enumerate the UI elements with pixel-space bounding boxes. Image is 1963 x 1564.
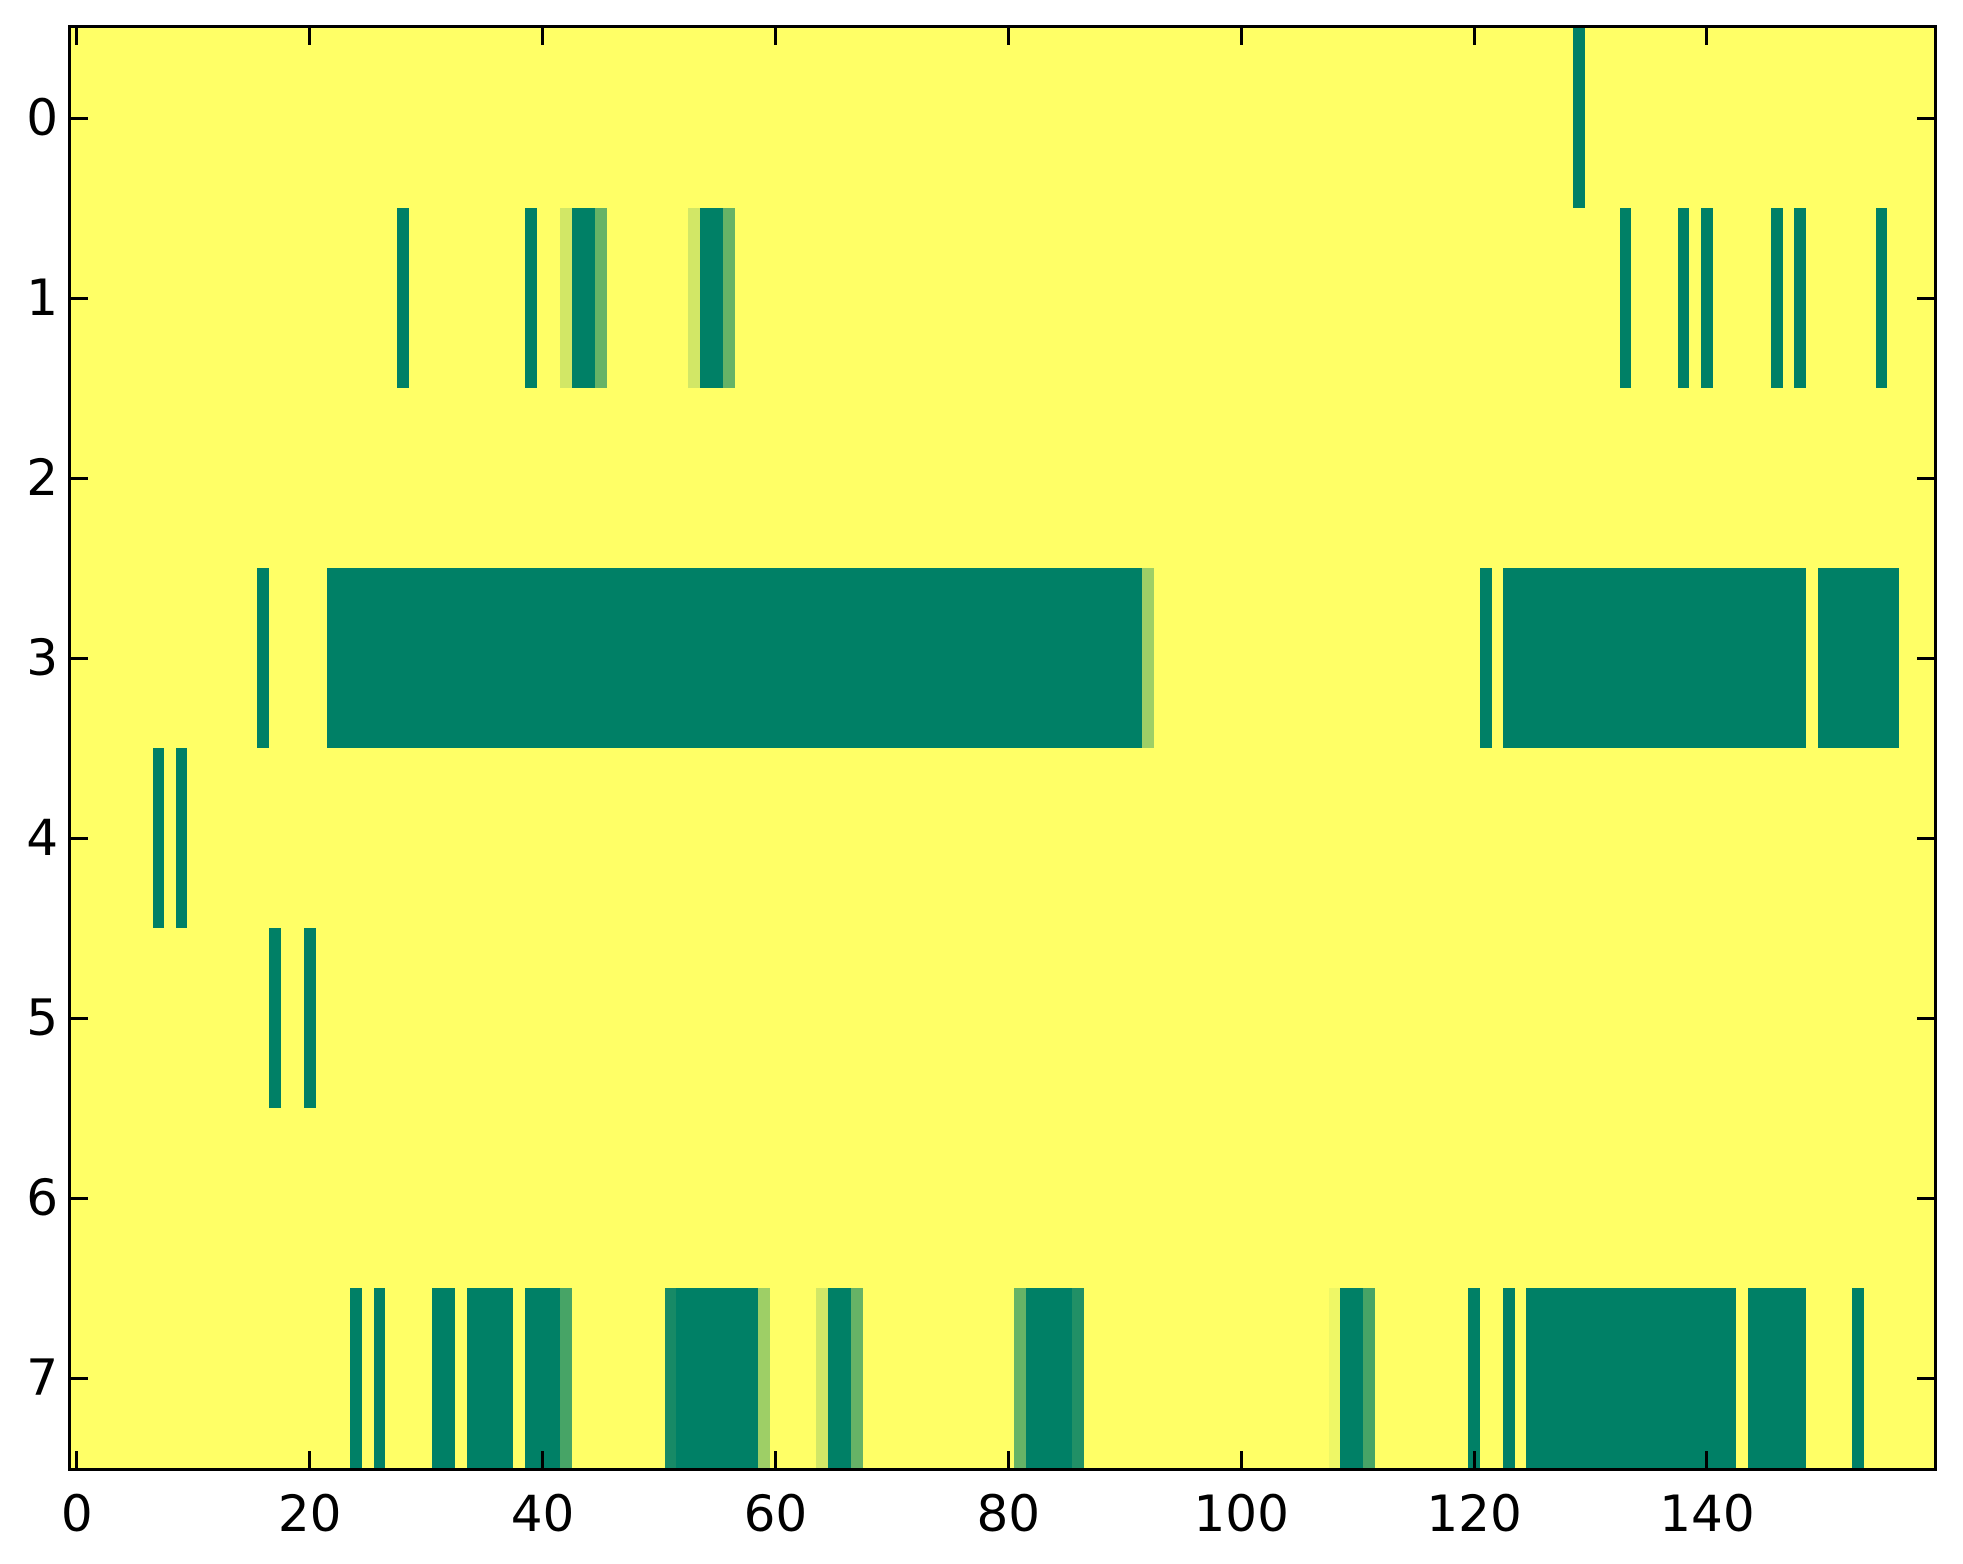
heatmap-segment	[1025, 1288, 1073, 1468]
y-tick-label: 1	[26, 269, 58, 327]
x-tick-mark	[1006, 28, 1010, 45]
y-tick-mark	[71, 116, 88, 120]
y-tick-label: 7	[26, 1349, 58, 1407]
heatmap-segment	[1817, 568, 1900, 748]
heatmap-segment	[1363, 1288, 1376, 1468]
heatmap-segment	[560, 1288, 572, 1468]
x-tick-label: 80	[976, 1485, 1041, 1543]
x-tick-mark	[75, 28, 79, 45]
y-tick-mark	[1917, 296, 1934, 300]
x-tick-mark	[308, 28, 312, 45]
heatmap-segment	[373, 1288, 386, 1468]
heatmap-segment	[816, 1288, 828, 1468]
heatmap-segment	[350, 1288, 363, 1468]
heatmap-segment	[699, 208, 724, 388]
x-tick-mark	[308, 1451, 312, 1468]
x-tick-label: 0	[60, 1485, 93, 1543]
heatmap-segment	[1701, 208, 1713, 388]
heatmap-segment	[431, 1288, 456, 1468]
heatmap-segment	[688, 208, 700, 388]
heatmap-segment	[525, 208, 537, 388]
heatmap-segment	[571, 208, 595, 388]
y-tick-mark	[71, 1196, 88, 1200]
heatmap-segment	[1340, 1288, 1364, 1468]
y-tick-mark	[1917, 1016, 1934, 1020]
y-tick-label: 5	[26, 989, 58, 1047]
x-tick-mark	[1239, 28, 1243, 45]
y-tick-mark	[71, 1016, 88, 1020]
x-tick-label: 40	[510, 1485, 575, 1543]
x-tick-label: 60	[743, 1485, 808, 1543]
x-tick-mark	[773, 1451, 777, 1468]
y-tick-mark	[1917, 476, 1934, 480]
x-tick-mark	[1006, 1451, 1010, 1468]
heatmap-segment	[851, 1288, 863, 1468]
heatmap-segment	[1142, 568, 1154, 748]
heatmap-segment	[723, 208, 735, 388]
x-tick-mark	[1472, 28, 1476, 45]
heatmap-segment	[827, 1288, 852, 1468]
heatmap-segment	[1573, 28, 1585, 208]
y-tick-mark	[71, 656, 88, 660]
x-tick-label: 140	[1659, 1485, 1755, 1543]
heatmap-segment	[1677, 208, 1690, 388]
y-tick-label: 6	[26, 1169, 58, 1227]
heatmap-segment	[1852, 1288, 1865, 1468]
heatmap-segment	[1526, 1288, 1737, 1468]
x-tick-mark	[1705, 1451, 1709, 1468]
y-tick-mark	[71, 836, 88, 840]
y-tick-label: 3	[26, 629, 58, 687]
heatmap-segment	[664, 1288, 677, 1468]
x-tick-label: 20	[277, 1485, 342, 1543]
y-tick-mark	[71, 1376, 88, 1380]
heatmap-segment	[397, 208, 409, 388]
heatmap-segment	[1770, 208, 1783, 388]
x-tick-mark	[1705, 28, 1709, 45]
heatmap-segment	[327, 568, 1143, 748]
heatmap-segment	[268, 928, 281, 1108]
y-tick-label: 4	[26, 809, 58, 867]
heatmap-segment	[1503, 568, 1806, 748]
y-tick-mark	[1917, 1376, 1934, 1380]
x-tick-mark	[75, 1451, 79, 1468]
heatmap-segment	[1747, 1288, 1806, 1468]
x-tick-mark	[541, 1451, 545, 1468]
x-tick-mark	[773, 28, 777, 45]
heatmap-segment	[1794, 208, 1806, 388]
x-tick-mark	[1472, 1451, 1476, 1468]
y-tick-mark	[71, 476, 88, 480]
heatmap-segment	[1468, 1288, 1480, 1468]
heatmap-segment	[257, 568, 269, 748]
plot-area	[68, 25, 1937, 1471]
heatmap-segment	[1875, 208, 1888, 388]
heatmap-segment	[1328, 1288, 1341, 1468]
y-tick-mark	[1917, 656, 1934, 660]
heatmap-segment	[525, 1288, 561, 1468]
y-tick-label: 0	[26, 89, 58, 147]
y-tick-mark	[1917, 1196, 1934, 1200]
x-tick-label: 100	[1193, 1485, 1289, 1543]
y-tick-mark	[1917, 836, 1934, 840]
y-tick-label: 2	[26, 449, 58, 507]
heatmap-segment	[560, 208, 572, 388]
y-tick-mark	[71, 296, 88, 300]
heatmap-segment	[1014, 1288, 1026, 1468]
x-tick-label: 120	[1426, 1485, 1522, 1543]
heatmap-segment	[466, 1288, 514, 1468]
heatmap-segment	[1479, 568, 1492, 748]
heatmap-segment	[1619, 208, 1632, 388]
heatmap-segment	[1072, 1288, 1084, 1468]
y-tick-mark	[1917, 116, 1934, 120]
x-tick-mark	[1239, 1451, 1243, 1468]
heatmap-segment	[175, 748, 188, 928]
heatmap-segment	[152, 748, 165, 928]
x-tick-mark	[541, 28, 545, 45]
heatmap-segment	[303, 928, 316, 1108]
heatmap-segment	[676, 1288, 758, 1468]
heatmap-segment	[594, 208, 607, 388]
heatmap-segment	[757, 1288, 770, 1468]
heatmap-segment	[1503, 1288, 1515, 1468]
